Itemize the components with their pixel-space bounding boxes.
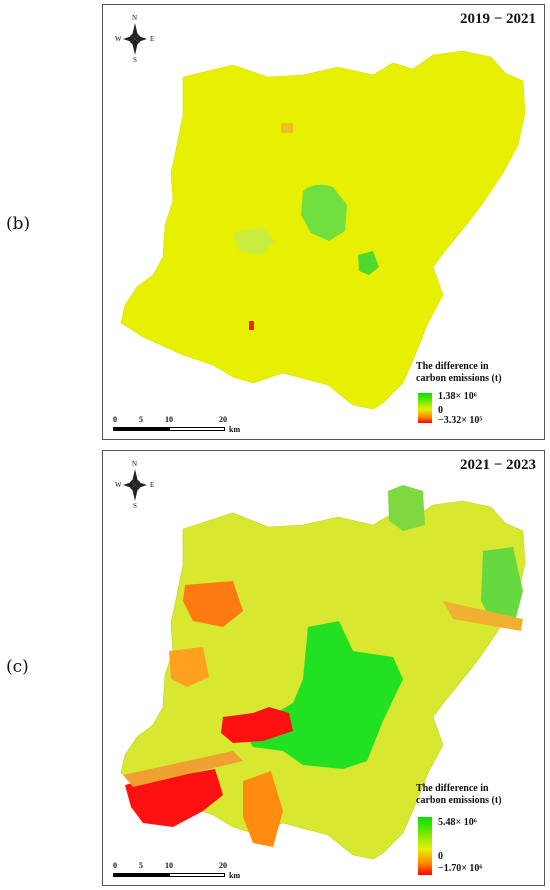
scale-segment-white bbox=[169, 427, 225, 431]
legend-title-line1: The difference in bbox=[416, 361, 489, 372]
legend-min-c: −1.70× 10⁶ bbox=[438, 863, 483, 874]
scale-tick-5: 5 bbox=[139, 861, 143, 870]
scale-bar-b: 0 5 10 20 km bbox=[113, 415, 343, 437]
legend-title-c: The difference in carbon emissions (t) bbox=[416, 783, 502, 807]
panel-label-c: (c) bbox=[6, 657, 29, 677]
scale-tick-0: 0 bbox=[113, 861, 117, 870]
orange-corridor-sw-c bbox=[123, 751, 243, 787]
legend-title-line2: carbon emissions (t) bbox=[416, 795, 502, 806]
green-north-c bbox=[388, 485, 425, 531]
scale-tick-10: 10 bbox=[165, 415, 173, 424]
legend-color-ramp-b bbox=[418, 393, 432, 423]
green-east-c bbox=[481, 547, 523, 627]
panel-label-b: (b) bbox=[6, 214, 31, 234]
compass-s: S bbox=[133, 502, 137, 510]
scale-unit: km bbox=[229, 425, 241, 434]
north-arrow-icon bbox=[123, 23, 147, 55]
light-patch-west-b bbox=[233, 227, 275, 255]
district-map-b bbox=[120, 50, 526, 410]
scale-unit: km bbox=[229, 871, 241, 880]
legend-zero-b: 0 bbox=[438, 405, 443, 416]
orange-south-c bbox=[243, 771, 283, 847]
legend-c: The difference in carbon emissions (t) 5… bbox=[416, 783, 536, 875]
central-green-patch-b bbox=[301, 184, 347, 241]
orange-northwest-c bbox=[183, 581, 243, 627]
legend-color-ramp-c bbox=[418, 817, 432, 875]
legend-title-line1: The difference in bbox=[416, 783, 489, 794]
compass-s: S bbox=[133, 56, 137, 64]
map-panel-c: 2021 − 2023 N S E W The difference in ca… bbox=[102, 450, 545, 886]
legend-title-line2: carbon emissions (t) bbox=[416, 373, 502, 384]
orange-corridor-c bbox=[443, 601, 523, 631]
scale-tick-20: 20 bbox=[219, 861, 227, 870]
scale-segment-white bbox=[169, 873, 225, 877]
scale-tick-20: 20 bbox=[219, 415, 227, 424]
compass-b: N S E W bbox=[115, 14, 155, 64]
scale-tick-5: 5 bbox=[139, 415, 143, 424]
compass-n: N bbox=[132, 460, 138, 468]
red-spot-b bbox=[249, 321, 254, 330]
red-south-c bbox=[125, 769, 223, 827]
scale-bar-c: 0 5 10 20 km bbox=[113, 861, 343, 883]
compass-e: E bbox=[150, 35, 155, 43]
compass-c: N S E W bbox=[115, 460, 155, 510]
red-central-c bbox=[221, 707, 293, 743]
legend-min-b: −3.32× 10⁵ bbox=[438, 415, 483, 426]
scale-tick-0: 0 bbox=[113, 415, 117, 424]
legend-title-b: The difference in carbon emissions (t) bbox=[416, 361, 502, 385]
scale-segment-black bbox=[113, 873, 169, 877]
compass-n: N bbox=[132, 14, 138, 22]
district-map-c bbox=[120, 485, 526, 860]
orange-west-c bbox=[169, 647, 209, 687]
compass-e: E bbox=[150, 481, 155, 489]
map-panel-b: 2019 − 2021 N S E W The difference in ca… bbox=[102, 4, 545, 440]
legend-zero-c: 0 bbox=[438, 851, 443, 862]
legend-b: The difference in carbon emissions (t) 1… bbox=[416, 361, 536, 453]
scale-segment-black bbox=[113, 427, 169, 431]
period-title-b: 2019 − 2021 bbox=[459, 11, 536, 27]
period-title-c: 2021 − 2023 bbox=[459, 457, 536, 473]
orange-spot-b bbox=[281, 123, 293, 133]
legend-max-b: 1.38× 10⁶ bbox=[438, 391, 477, 402]
compass-w: W bbox=[115, 481, 122, 489]
legend-max-c: 5.48× 10⁶ bbox=[438, 817, 477, 828]
compass-w: W bbox=[115, 35, 122, 43]
north-arrow-icon bbox=[123, 469, 147, 501]
green-patch-east-b bbox=[358, 251, 379, 275]
scale-tick-10: 10 bbox=[165, 861, 173, 870]
